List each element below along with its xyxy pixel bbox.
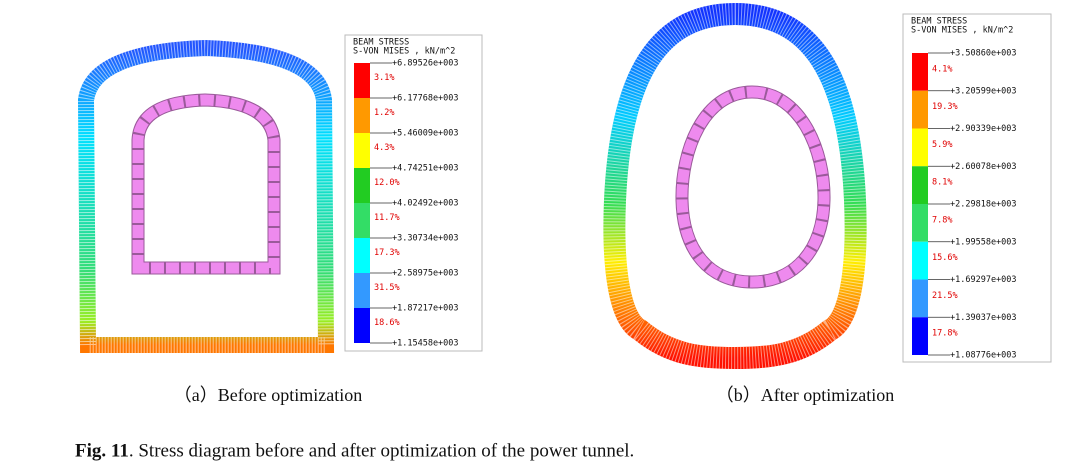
- legend-percent: 8.1%: [932, 178, 952, 188]
- legend-swatch: [912, 128, 928, 167]
- legend-percent: 1.2%: [374, 108, 394, 118]
- legend-percent: 21.5%: [932, 291, 958, 301]
- legend-percent: 4.3%: [374, 143, 394, 153]
- legend-swatch: [354, 98, 370, 133]
- legend-swatch: [354, 168, 370, 203]
- legend-swatch: [912, 90, 928, 129]
- legend-swatch: [354, 133, 370, 168]
- legend-swatch: [912, 279, 928, 318]
- legend-percent: 4.1%: [932, 64, 952, 74]
- legend-swatch: [354, 238, 370, 273]
- legend-level: +4.74251e+003: [392, 164, 459, 174]
- legend-level: +6.89526e+003: [392, 59, 459, 69]
- legend-level: +2.29818e+003: [950, 200, 1017, 210]
- legend-level: +2.60078e+003: [950, 162, 1017, 172]
- legend-percent: 17.8%: [932, 329, 958, 339]
- figure-label: Fig. 11: [75, 440, 129, 461]
- legend-percent: 19.3%: [932, 102, 958, 112]
- legend-level: +2.58975e+003: [392, 269, 459, 279]
- legend-swatch: [912, 204, 928, 242]
- legend-subtitle: S-VON MISES , kN/m^2: [353, 47, 455, 57]
- legend-level: +6.17768e+003: [392, 94, 459, 104]
- legend-percent: 18.6%: [374, 318, 400, 328]
- legend-percent: 7.8%: [932, 215, 952, 225]
- legend-level: +5.46009e+003: [392, 129, 459, 139]
- legend-percent: 15.6%: [932, 253, 958, 263]
- legend-percent: 12.0%: [374, 178, 400, 188]
- legend-level: +1.69297e+003: [950, 275, 1017, 285]
- legend-level: +3.20599e+003: [950, 86, 1017, 96]
- legend-swatch: [912, 166, 928, 204]
- subcaption: （a）Before optimization: [174, 385, 362, 405]
- legend-title: BEAM STRESS: [353, 38, 409, 48]
- legend-level: +3.50860e+003: [950, 49, 1017, 59]
- tunnel-after: [603, 2, 867, 370]
- legend-level: +1.99558e+003: [950, 237, 1017, 247]
- legend-level: +3.30734e+003: [392, 234, 459, 244]
- legend-swatch: [354, 308, 370, 343]
- legend-swatch: [354, 63, 370, 98]
- legend-swatch: [912, 317, 928, 355]
- tunnel-before: [77, 39, 335, 353]
- legend-level: +1.08776e+003: [950, 351, 1017, 361]
- legend-percent: 17.3%: [374, 248, 400, 258]
- legend-title: BEAM STRESS: [911, 17, 967, 27]
- legend-swatch: [354, 273, 370, 308]
- legend-level: +1.39037e+003: [950, 313, 1017, 323]
- legend-level: +1.15458e+003: [392, 339, 459, 349]
- legend-percent: 3.1%: [374, 73, 394, 83]
- subcaption: （b）After optimization: [716, 385, 894, 405]
- legend-swatch: [912, 53, 928, 91]
- legend-percent: 31.5%: [374, 283, 400, 293]
- figure-caption: . Stress diagram before and after optimi…: [129, 440, 634, 461]
- legend-percent: 11.7%: [374, 213, 400, 223]
- legend-level: +4.02492e+003: [392, 199, 459, 209]
- legend-subtitle: S-VON MISES , kN/m^2: [911, 26, 1013, 36]
- legend-level: +1.87217e+003: [392, 304, 459, 314]
- legend-swatch: [354, 203, 370, 238]
- legend-swatch: [912, 241, 928, 280]
- legend-percent: 5.9%: [932, 140, 952, 150]
- legend-level: +2.90339e+003: [950, 124, 1017, 134]
